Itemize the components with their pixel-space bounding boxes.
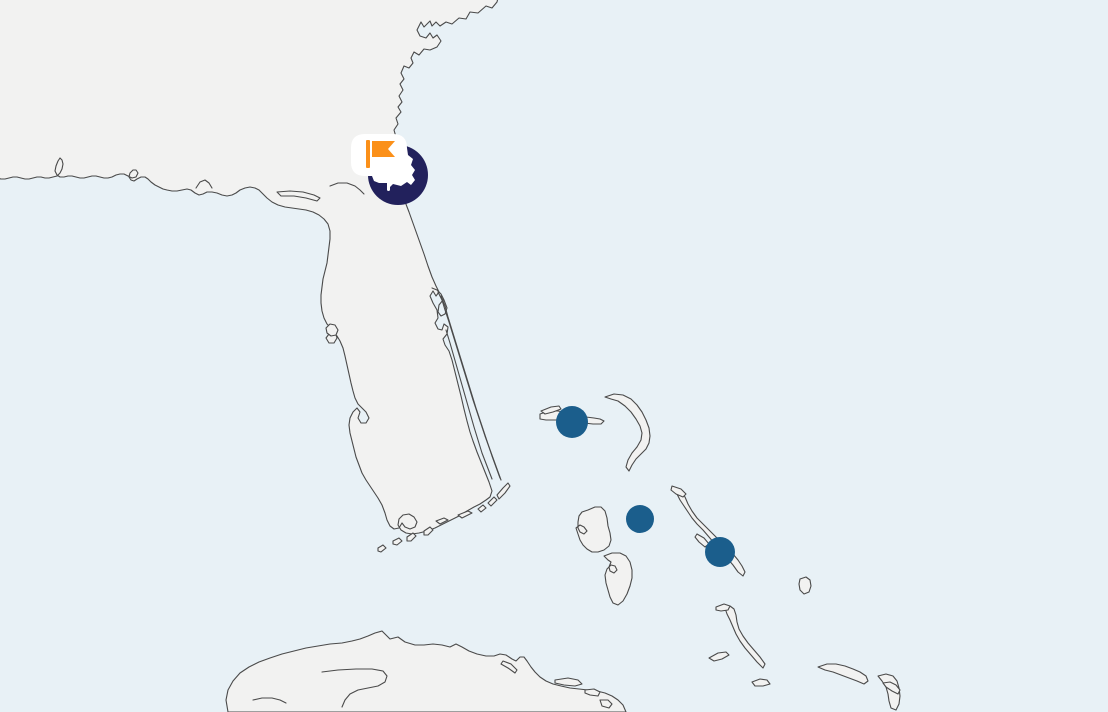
coastline-detail-cuba-bay — [321, 668, 388, 708]
coastline-detail-gulf-inlet — [195, 179, 213, 189]
landmass-small-cays — [715, 603, 771, 687]
cluster-marker-bimini[interactable] — [556, 406, 588, 438]
coastline-detail-cat-island-west — [708, 651, 730, 662]
coastline-detail-apalachee-bay — [329, 182, 365, 195]
coastline-detail-panhandle-spit — [276, 190, 321, 202]
landmass-new-providence — [603, 552, 633, 606]
landmass-long-island — [817, 663, 869, 685]
landmass-cuba-cays — [554, 677, 613, 709]
cluster-marker-andros[interactable] — [626, 505, 654, 533]
coastline-detail-cape-canaveral — [431, 287, 448, 317]
coastline-detail-cedar-key — [325, 323, 339, 337]
landmass-cat-island — [724, 605, 766, 669]
coastline-detail-cuba-inlet — [252, 697, 287, 704]
flag-icon — [366, 140, 395, 168]
coastline-detail-barrier-island-b — [445, 329, 493, 480]
coastline-detail-cuba-cay — [500, 660, 518, 674]
landmass-andros — [575, 506, 612, 553]
selected-location-marker[interactable] — [341, 118, 455, 232]
landmass-abaco — [604, 393, 651, 472]
coastline-detail-eleuthera-hook — [670, 485, 687, 498]
cluster-marker-exuma[interactable] — [705, 537, 735, 567]
landmass-san-salvador — [798, 576, 812, 595]
coastline-detail-barrier-island-a — [440, 295, 501, 479]
landmass-florida-keys — [377, 482, 511, 553]
landmass-exuma-cay-small — [882, 681, 901, 695]
